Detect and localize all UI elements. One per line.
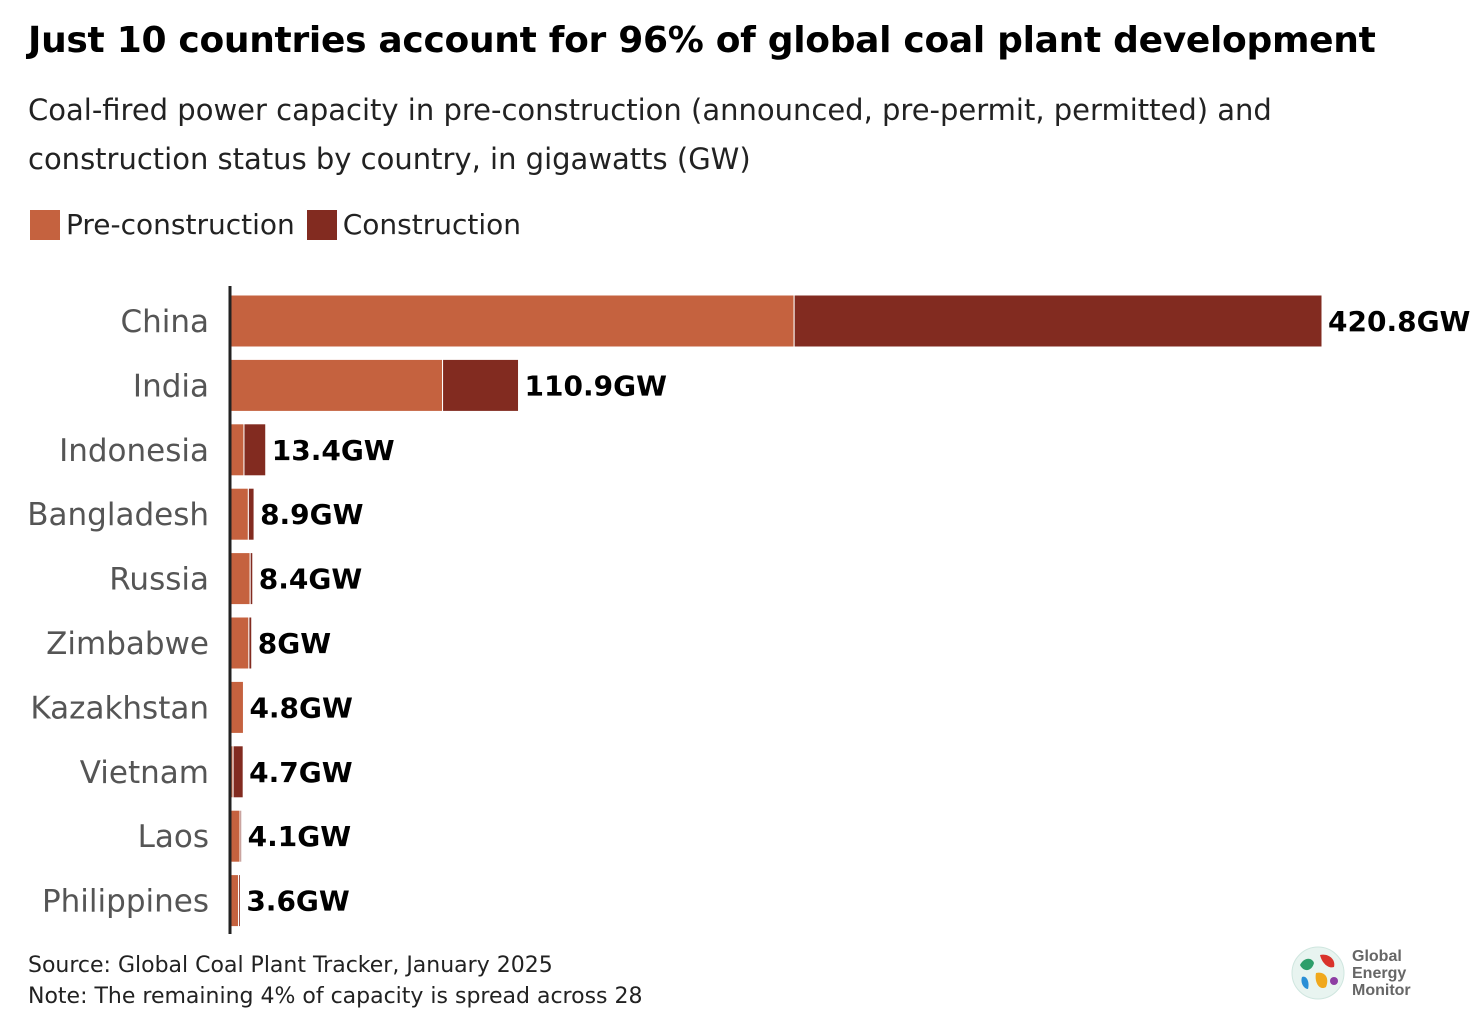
- footer: Source: Global Coal Plant Tracker, Janua…: [28, 950, 642, 1012]
- category-label-bangladesh: Bangladesh: [27, 497, 209, 533]
- data-label-india: 110.9GW: [525, 369, 668, 402]
- data-label-philippines: 3.6GW: [246, 885, 350, 918]
- logo-wordmark: Global Energy Monitor: [1352, 947, 1411, 999]
- data-label-vietnam: 4.7GW: [249, 756, 353, 789]
- category-label-indonesia: Indonesia: [59, 433, 209, 469]
- bar-construction-zimbabwe: [248, 616, 253, 670]
- bar-pre-construction-china: [230, 294, 795, 348]
- bar-pre-construction-bangladesh: [230, 487, 249, 541]
- bar-pre-construction-philippines: [230, 874, 240, 928]
- data-label-china: 420.8GW: [1328, 305, 1470, 338]
- legend-item-pre-construction: Pre-construction: [30, 208, 295, 241]
- data-label-indonesia: 13.4GW: [272, 434, 395, 467]
- bar-construction-russia: [249, 552, 254, 606]
- gem-logo: Global Energy Monitor: [1290, 945, 1411, 1001]
- bar-pre-construction-russia: [230, 552, 251, 606]
- legend-label-construction: Construction: [342, 208, 522, 241]
- data-label-kazakhstan: 4.8GW: [249, 691, 353, 724]
- legend-swatch-construction: [306, 209, 337, 240]
- bar-construction-indonesia: [243, 423, 267, 477]
- data-label-zimbabwe: 8GW: [258, 627, 331, 660]
- bar-pre-construction-kazakhstan: [230, 680, 244, 734]
- bar-pre-construction-zimbabwe: [230, 616, 250, 670]
- category-label-vietnam: Vietnam: [80, 755, 209, 791]
- globe-icon: [1291, 946, 1345, 1000]
- bar-construction-china: [793, 294, 1323, 348]
- data-label-laos: 4.1GW: [248, 820, 352, 853]
- source-note: Source: Global Coal Plant Tracker, Janua…: [28, 953, 553, 978]
- legend-swatch-pre-construction: [30, 209, 60, 240]
- category-label-philippines: Philippines: [42, 884, 209, 920]
- category-label-kazakhstan: Kazakhstan: [30, 690, 209, 726]
- bar-construction-bangladesh: [247, 487, 255, 541]
- legend: Pre-construction Construction: [30, 208, 533, 241]
- bar-construction-laos: [239, 809, 243, 863]
- footnote: Note: The remaining 4% of capacity is sp…: [28, 984, 643, 1009]
- category-label-russia: Russia: [109, 562, 209, 598]
- bar-pre-construction-india: [230, 358, 444, 412]
- legend-item-construction: Construction: [306, 208, 522, 241]
- legend-label-pre-construction: Pre-construction: [66, 208, 295, 241]
- bar-construction-india: [442, 358, 520, 412]
- category-label-zimbabwe: Zimbabwe: [46, 626, 209, 662]
- bar-pre-construction-laos: [230, 809, 241, 863]
- chart-title: Just 10 countries account for 96% of glo…: [28, 20, 1376, 61]
- bar-pre-construction-indonesia: [230, 423, 245, 477]
- category-label-china: China: [120, 304, 209, 340]
- data-label-russia: 8.4GW: [259, 563, 363, 596]
- category-label-india: India: [133, 368, 209, 404]
- category-label-laos: Laos: [138, 819, 209, 855]
- bar-construction-vietnam: [232, 745, 244, 799]
- data-label-bangladesh: 8.9GW: [260, 498, 364, 531]
- bar-construction-philippines: [238, 874, 241, 928]
- chart-subtitle: Coal-fired power capacity in pre-constru…: [28, 93, 1272, 176]
